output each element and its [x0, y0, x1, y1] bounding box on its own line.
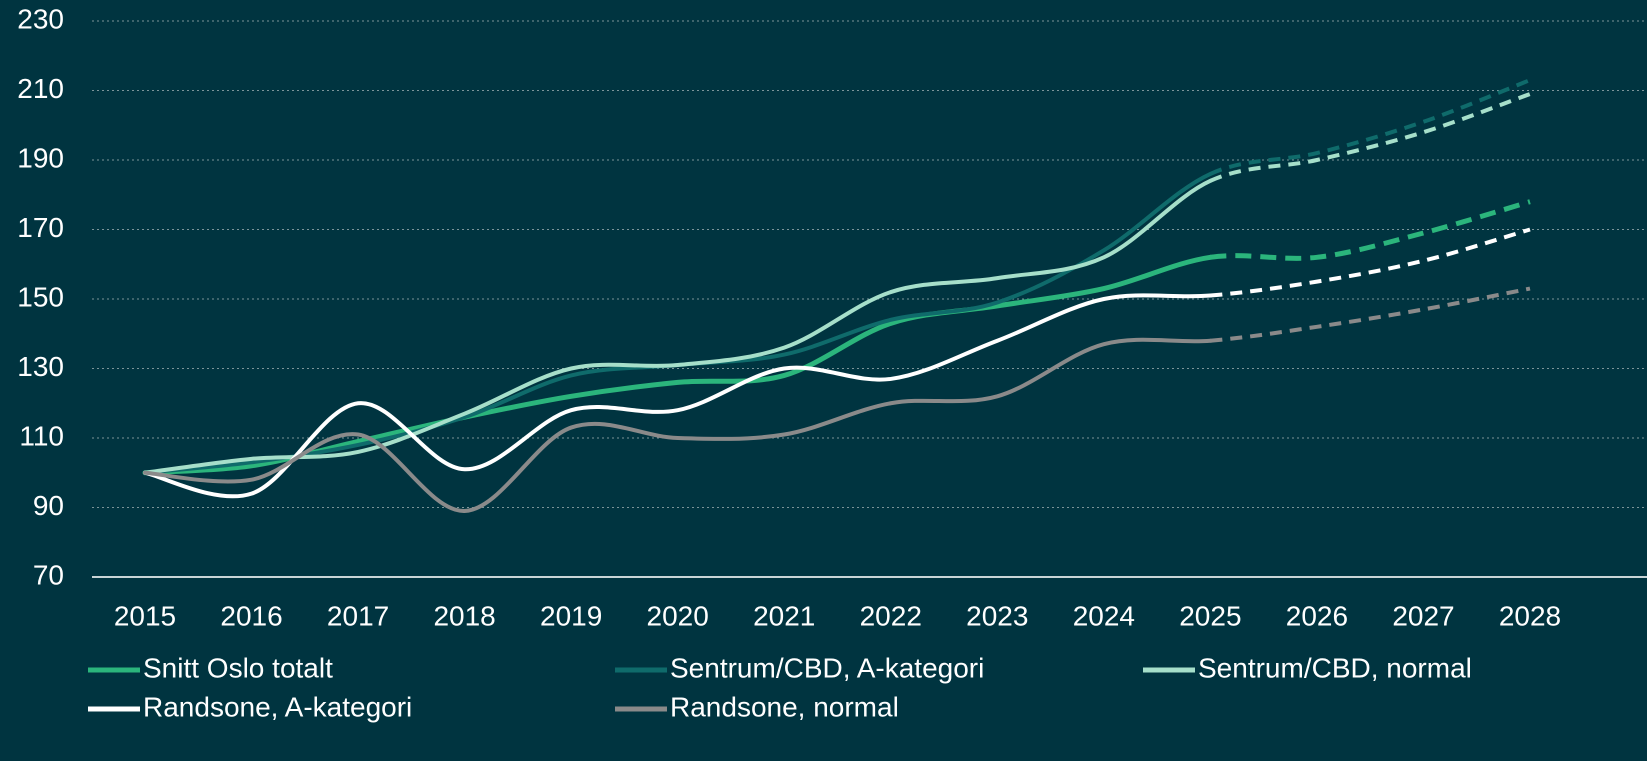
- series-forecast-line: [1210, 199, 1531, 261]
- y-tick-label: 130: [17, 351, 64, 382]
- series-line: [143, 337, 1213, 513]
- x-tick-label: 2025: [1179, 600, 1241, 631]
- y-tick-label: 230: [17, 3, 64, 34]
- series-forecast-line: [1209, 92, 1531, 183]
- series-line: [143, 178, 1213, 475]
- legend-label: Sentrum/CBD, A-kategori: [670, 652, 984, 683]
- series-forecast-line: [1209, 78, 1531, 176]
- y-tick-label: 110: [19, 420, 64, 451]
- x-tick-label: 2016: [220, 600, 282, 631]
- legend-label: Randsone, normal: [670, 691, 899, 722]
- x-tick-label: 2028: [1499, 600, 1561, 631]
- x-tick-label: 2019: [540, 600, 602, 631]
- x-tick-label: 2027: [1392, 600, 1454, 631]
- legend-label: Randsone, A-kategori: [143, 691, 412, 722]
- y-tick-label: 170: [17, 212, 64, 243]
- y-tick-label: 90: [33, 490, 64, 521]
- legend-label: Sentrum/CBD, normal: [1198, 652, 1472, 683]
- x-tick-label: 2023: [966, 600, 1028, 631]
- y-tick-label: 210: [17, 73, 64, 104]
- x-tick-label: 2020: [647, 600, 709, 631]
- x-tick-label: 2022: [860, 600, 922, 631]
- series-forecast-line: [1210, 227, 1531, 298]
- y-tick-label: 150: [17, 281, 64, 312]
- y-tick-label: 190: [17, 142, 64, 173]
- series-line: [143, 293, 1213, 499]
- series-line: [143, 171, 1213, 475]
- x-tick-label: 2026: [1286, 600, 1348, 631]
- legend-label: Snitt Oslo totalt: [143, 652, 333, 683]
- series-forecast-line: [1210, 286, 1531, 343]
- y-tick-label: 70: [33, 559, 64, 590]
- x-tick-label: 2018: [433, 600, 495, 631]
- x-tick-label: 2024: [1073, 600, 1135, 631]
- x-tick-label: 2021: [753, 600, 815, 631]
- x-tick-label: 2015: [114, 600, 176, 631]
- x-tick-label: 2017: [327, 600, 389, 631]
